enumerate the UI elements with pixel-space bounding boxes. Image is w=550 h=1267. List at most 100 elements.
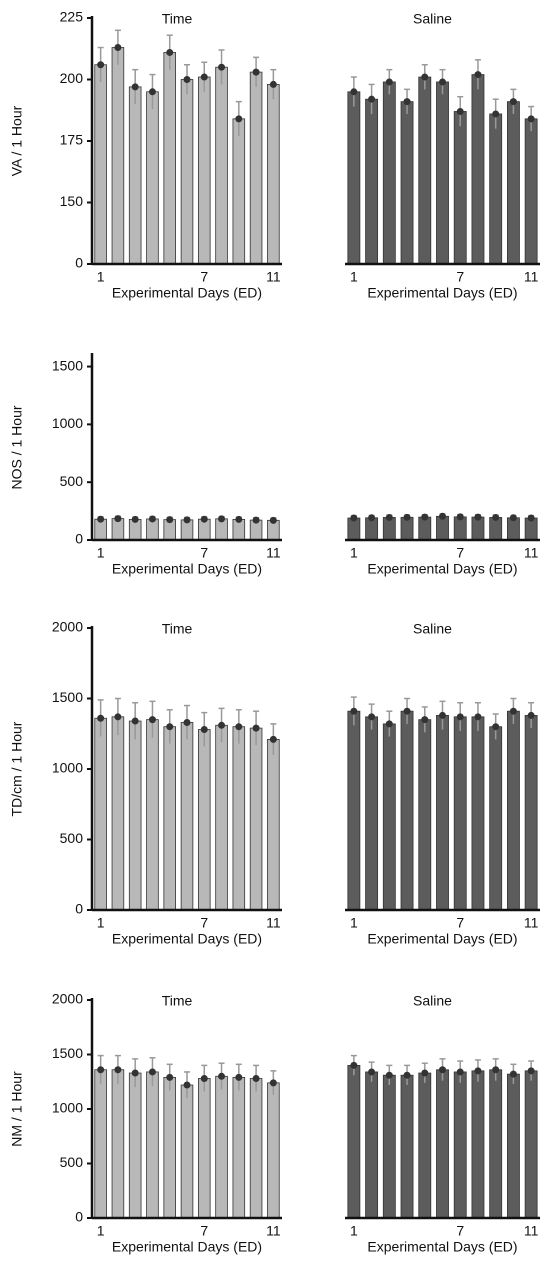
mean-marker xyxy=(183,76,191,83)
panel-title: Saline xyxy=(413,621,452,637)
mean-marker xyxy=(527,1067,535,1075)
bar xyxy=(232,1076,246,1219)
mean-marker xyxy=(368,1068,376,1076)
mean-marker xyxy=(509,707,517,715)
mean-marker xyxy=(421,716,429,724)
x-axis-label: Experimental Days (ED) xyxy=(367,285,517,301)
bar xyxy=(453,716,467,911)
x-tick-label: 11 xyxy=(524,269,539,285)
mean-marker xyxy=(403,513,411,521)
mean-marker xyxy=(235,515,243,523)
bar xyxy=(249,71,263,265)
x-tick-label: 11 xyxy=(524,1223,539,1239)
mean-marker xyxy=(97,1066,105,1074)
bar xyxy=(249,727,263,911)
bar xyxy=(267,738,280,911)
bar xyxy=(524,118,538,265)
x-tick-label: 11 xyxy=(266,545,281,561)
bar xyxy=(506,101,520,265)
mean-marker xyxy=(166,1073,174,1081)
bar xyxy=(197,76,211,265)
mean-marker xyxy=(350,514,358,522)
bar xyxy=(128,1072,142,1219)
bar xyxy=(146,91,159,265)
mean-marker xyxy=(218,515,226,523)
bar xyxy=(489,726,503,911)
bar xyxy=(347,1065,361,1219)
x-tick-label: 1 xyxy=(97,545,105,561)
mean-marker xyxy=(131,717,139,725)
y-axis-label: NOS / 1 Hour xyxy=(9,405,25,489)
x-tick-label: 7 xyxy=(456,269,464,285)
x-tick-label: 11 xyxy=(266,269,281,285)
bar xyxy=(197,729,211,911)
mean-marker xyxy=(200,726,208,734)
bar xyxy=(382,723,396,911)
mean-marker xyxy=(252,724,260,732)
mean-marker xyxy=(235,723,243,731)
mean-marker xyxy=(368,713,376,721)
y-tick-label: 1000 xyxy=(52,1100,83,1116)
bar xyxy=(215,1075,228,1219)
mean-marker xyxy=(148,716,156,724)
bar xyxy=(418,1072,432,1219)
panel-title: Time xyxy=(162,11,193,27)
mean-marker xyxy=(385,78,393,86)
mean-marker xyxy=(492,1066,500,1074)
x-axis-label: Experimental Days (ED) xyxy=(112,1239,262,1255)
mean-marker xyxy=(131,515,139,523)
mean-marker xyxy=(235,1073,243,1081)
mean-marker xyxy=(114,44,122,52)
mean-marker xyxy=(527,514,535,522)
x-tick-label: 7 xyxy=(456,1223,464,1239)
mean-marker xyxy=(421,513,429,521)
mean-marker xyxy=(218,63,226,71)
y-tick-label: 225 xyxy=(60,9,84,25)
mean-marker xyxy=(474,1067,482,1075)
bar xyxy=(418,719,432,911)
x-axis-label: Experimental Days (ED) xyxy=(112,285,262,301)
mean-marker xyxy=(350,707,358,715)
y-tick-label: 2000 xyxy=(52,991,83,1007)
x-tick-label: 7 xyxy=(456,915,464,931)
mean-marker xyxy=(509,514,517,522)
bar xyxy=(506,1073,520,1219)
bar xyxy=(111,716,125,911)
x-tick-label: 11 xyxy=(266,1223,281,1239)
bar xyxy=(506,710,520,911)
x-tick-label: 7 xyxy=(200,269,208,285)
y-tick-label: 1500 xyxy=(52,689,83,705)
mean-marker xyxy=(183,1081,191,1089)
x-tick-label: 1 xyxy=(97,1223,105,1239)
bar xyxy=(524,715,538,911)
x-tick-label: 11 xyxy=(524,545,539,561)
panel-title: Time xyxy=(162,621,193,637)
mean-marker xyxy=(368,95,376,103)
mean-marker xyxy=(439,512,446,520)
x-tick-label: 1 xyxy=(350,915,358,931)
bar xyxy=(180,79,194,265)
y-tick-label: 1500 xyxy=(52,357,83,373)
mean-marker xyxy=(350,1061,358,1069)
bar xyxy=(453,111,467,265)
bar xyxy=(267,84,280,265)
mean-marker xyxy=(97,61,105,69)
bar xyxy=(453,1071,467,1219)
y-tick-label: 1000 xyxy=(52,415,83,431)
bar xyxy=(418,76,432,265)
y-axis-label: TD/cm / 1 Hour xyxy=(9,721,25,816)
mean-marker xyxy=(439,711,446,719)
y-tick-label: 1500 xyxy=(52,1045,83,1061)
bar xyxy=(347,91,361,265)
mean-marker xyxy=(492,513,500,521)
bar xyxy=(524,1070,538,1219)
mean-marker xyxy=(166,48,174,56)
bar xyxy=(232,118,246,265)
panel-title: Saline xyxy=(413,993,452,1009)
mean-marker xyxy=(269,735,277,743)
x-tick-label: 1 xyxy=(350,545,358,561)
mean-marker xyxy=(131,83,139,91)
bar xyxy=(471,74,485,265)
y-tick-label: 0 xyxy=(75,531,83,547)
